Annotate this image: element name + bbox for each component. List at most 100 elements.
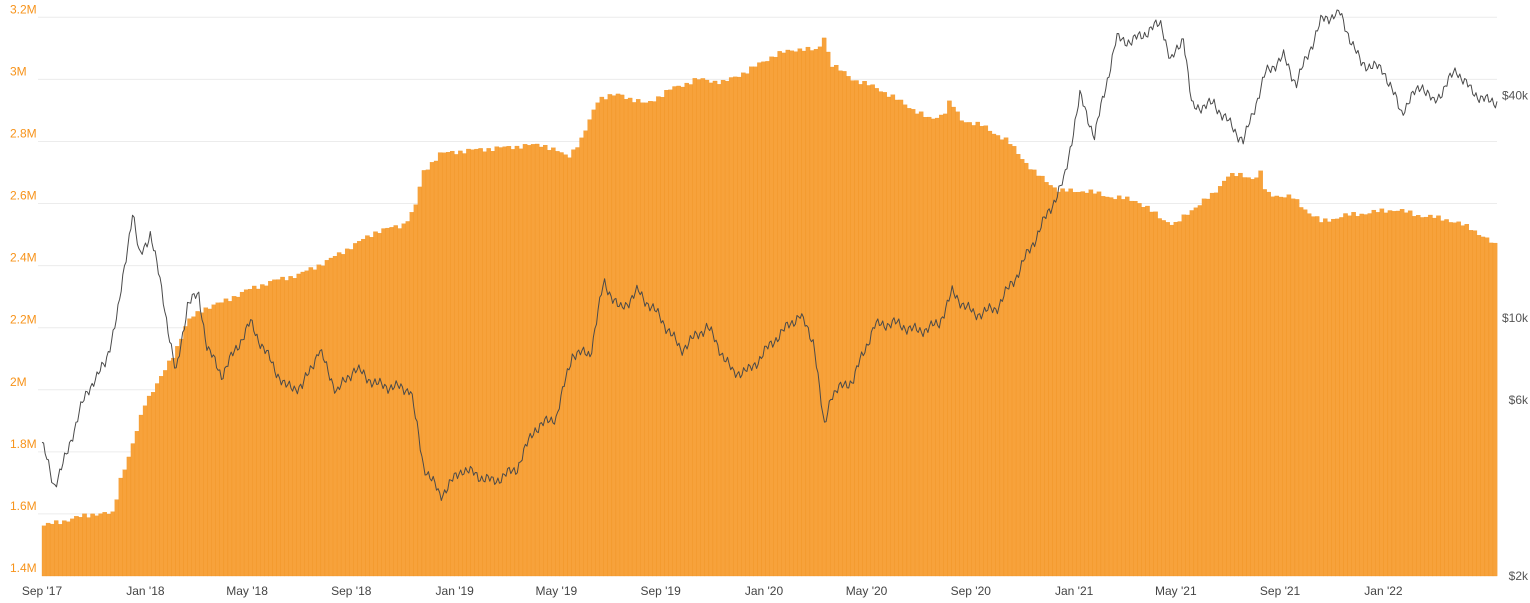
- bar: [389, 227, 394, 577]
- bar: [361, 238, 366, 577]
- bar: [1169, 224, 1174, 577]
- bar: [1250, 179, 1255, 577]
- bar: [838, 70, 843, 577]
- bar: [583, 130, 588, 577]
- bar: [1351, 212, 1356, 577]
- bar: [547, 150, 552, 577]
- bar: [118, 477, 124, 577]
- bar: [579, 137, 584, 577]
- bar: [652, 101, 657, 577]
- bar: [1019, 159, 1025, 577]
- bar: [227, 301, 233, 577]
- bar: [199, 312, 204, 577]
- bar: [676, 85, 681, 577]
- bar: [490, 150, 495, 577]
- bar: [947, 100, 952, 577]
- bar: [203, 307, 209, 577]
- bar: [571, 149, 576, 577]
- bar: [1161, 220, 1166, 577]
- bar: [870, 84, 875, 577]
- bar: [110, 511, 116, 577]
- bar: [858, 84, 863, 577]
- bar-series: [41, 37, 1498, 577]
- bar: [1456, 221, 1461, 577]
- bar: [247, 288, 253, 577]
- bar: [502, 146, 508, 577]
- bar: [1092, 193, 1098, 577]
- bar: [1201, 198, 1207, 577]
- bar: [134, 431, 140, 577]
- left-tick-label: 2.4M: [10, 251, 37, 265]
- bar: [1222, 180, 1227, 577]
- bar: [450, 150, 455, 577]
- bar: [1076, 191, 1082, 577]
- bar: [902, 104, 908, 577]
- left-y-axis: 1.4M 1.6M 1.8M 2M 2.2M 2.4M 2.6M 2.8M 3M 3.2M: [10, 2, 37, 575]
- bar: [332, 256, 338, 577]
- bar: [393, 225, 398, 577]
- bar: [728, 77, 734, 577]
- bar: [215, 302, 221, 577]
- bar: [365, 235, 370, 577]
- bar: [753, 66, 758, 577]
- bar: [1116, 195, 1122, 577]
- bar: [749, 66, 754, 577]
- bar: [1125, 196, 1130, 577]
- bar: [886, 96, 892, 577]
- bar: [264, 285, 269, 577]
- bar: [441, 152, 447, 577]
- bar: [745, 73, 750, 577]
- x-tick-label: May '21: [1155, 584, 1197, 598]
- x-tick-label: Sep '18: [331, 584, 372, 598]
- bar: [482, 151, 487, 577]
- bar: [850, 80, 855, 577]
- bar: [1266, 191, 1271, 577]
- bar: [1476, 235, 1482, 577]
- bar: [1363, 214, 1368, 577]
- x-axis: Sep '17 Jan '18 May '18 Sep '18 Jan '19 May '…: [22, 584, 1403, 598]
- bar: [555, 151, 560, 577]
- bar: [1460, 225, 1465, 577]
- bar: [219, 302, 225, 577]
- bar: [1452, 222, 1457, 577]
- bar: [66, 521, 71, 577]
- bar: [951, 106, 956, 577]
- bar: [340, 254, 346, 577]
- bar: [195, 311, 200, 577]
- bar: [943, 113, 948, 577]
- bar: [1189, 210, 1195, 577]
- bar: [623, 99, 629, 577]
- bar: [684, 82, 689, 577]
- bar: [757, 62, 762, 577]
- bar: [538, 146, 544, 577]
- bar: [607, 94, 613, 577]
- bar: [1246, 177, 1251, 577]
- x-tick-label: May '19: [536, 584, 578, 598]
- bar: [284, 280, 289, 577]
- bar: [599, 96, 605, 577]
- bar: [1403, 212, 1409, 577]
- bar: [995, 135, 1001, 577]
- bar: [720, 79, 726, 577]
- bar: [1137, 203, 1142, 577]
- bar: [793, 51, 799, 577]
- bar: [163, 370, 168, 577]
- bar: [397, 228, 403, 577]
- right-tick-label: $6k: [1509, 393, 1529, 407]
- x-tick-label: Sep '17: [22, 584, 63, 598]
- left-tick-label: 3.2M: [10, 2, 37, 16]
- bar: [692, 78, 698, 577]
- x-tick-label: Jan '18: [126, 584, 165, 598]
- x-tick-label: May '18: [226, 584, 268, 598]
- bar: [918, 111, 924, 577]
- bar: [789, 50, 795, 577]
- bar: [421, 170, 427, 577]
- bar: [280, 276, 285, 577]
- bar: [1213, 192, 1219, 577]
- bar: [1133, 201, 1138, 577]
- bar: [454, 154, 459, 577]
- bar: [1209, 192, 1215, 577]
- bar: [700, 78, 706, 577]
- bar: [1197, 205, 1203, 577]
- bar: [829, 66, 835, 577]
